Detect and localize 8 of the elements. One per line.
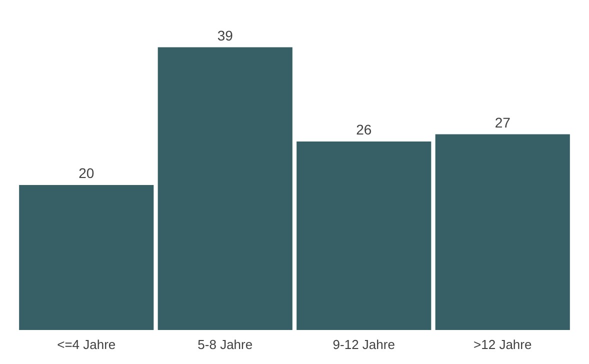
x-tick-label: 5-8 Jahre <box>198 337 253 352</box>
x-tick-label: <=4 Jahre <box>57 337 116 352</box>
x-tick-label: >12 Jahre <box>474 337 532 352</box>
data-label: 27 <box>494 114 511 130</box>
data-label: 20 <box>78 165 94 181</box>
x-tick-label: 9-12 Jahre <box>332 337 395 352</box>
data-label: 26 <box>356 122 372 138</box>
data-label: 39 <box>217 27 234 44</box>
